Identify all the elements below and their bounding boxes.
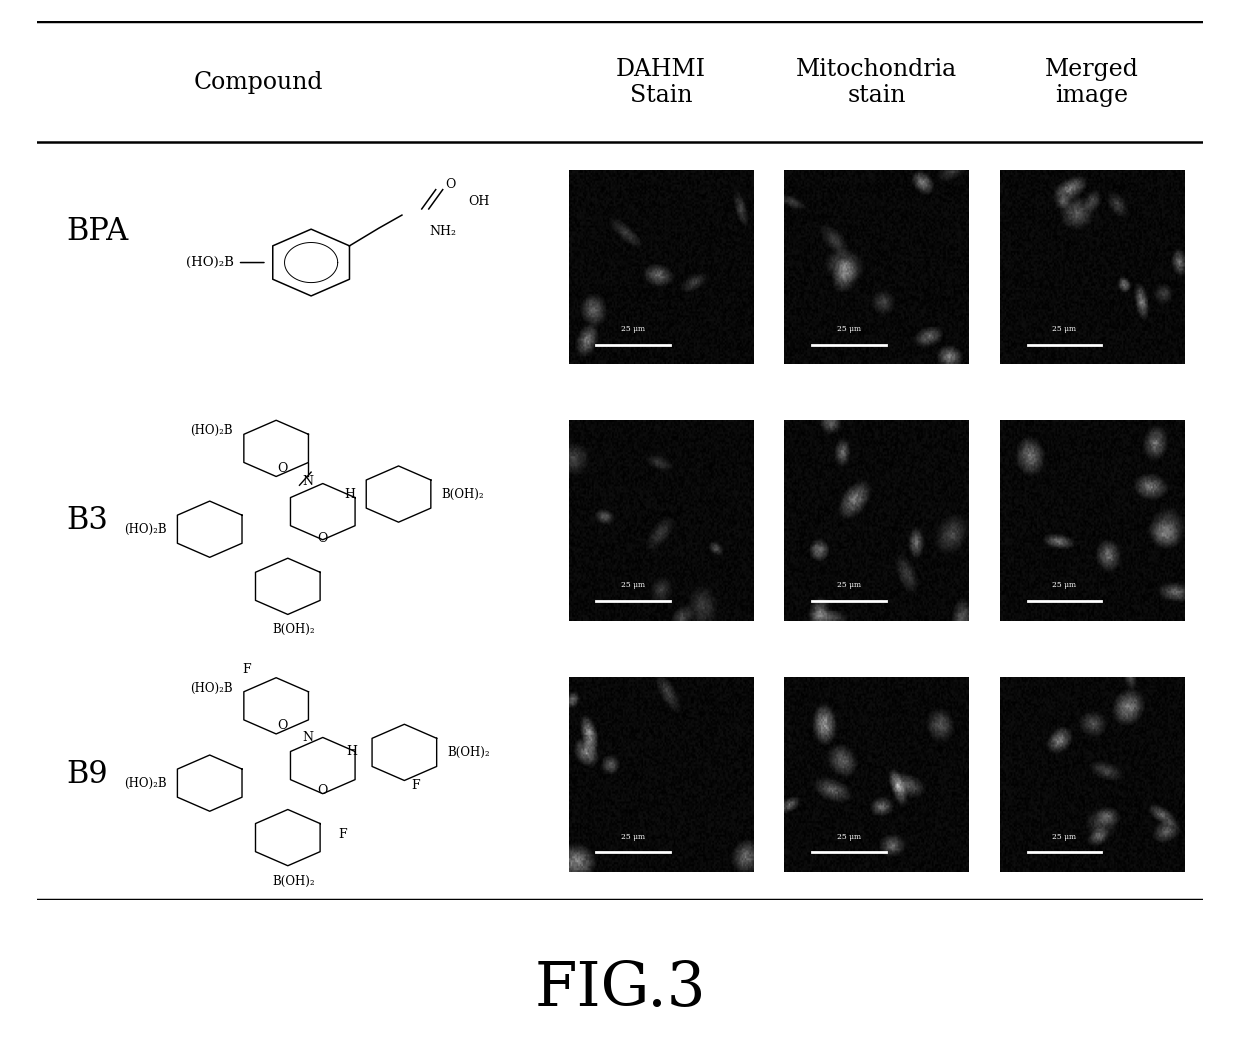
Text: H: H	[346, 745, 357, 758]
Text: F: F	[243, 663, 252, 677]
Text: 25 μm: 25 μm	[1053, 581, 1076, 589]
Text: 25 μm: 25 μm	[621, 833, 645, 841]
Text: B3: B3	[67, 505, 108, 536]
Text: B(OH)₂: B(OH)₂	[273, 874, 315, 887]
Text: B(OH)₂: B(OH)₂	[273, 623, 315, 636]
Text: B(OH)₂: B(OH)₂	[441, 487, 485, 501]
Text: H: H	[343, 488, 355, 501]
Text: Merged
image: Merged image	[1045, 58, 1140, 108]
Text: Mitochondria
stain: Mitochondria stain	[796, 58, 957, 108]
Text: B9: B9	[67, 758, 108, 790]
Text: O: O	[277, 719, 288, 731]
Text: F: F	[412, 779, 420, 792]
Text: OH: OH	[469, 196, 490, 208]
Text: 25 μm: 25 μm	[837, 581, 861, 589]
Text: O: O	[317, 532, 327, 545]
Text: (HO)₂B: (HO)₂B	[191, 682, 233, 695]
Text: Compound: Compound	[193, 71, 324, 94]
Text: 25 μm: 25 μm	[1053, 833, 1076, 841]
Text: (HO)₂B: (HO)₂B	[124, 776, 166, 790]
Text: O: O	[317, 783, 327, 797]
Text: DAHMI
Stain: DAHMI Stain	[616, 58, 706, 108]
Text: B(OH)₂: B(OH)₂	[448, 746, 490, 759]
Text: 25 μm: 25 μm	[837, 833, 861, 841]
Text: 25 μm: 25 μm	[621, 325, 645, 333]
Text: F: F	[339, 827, 347, 841]
Text: NH₂: NH₂	[429, 225, 456, 237]
Text: (HO)₂B: (HO)₂B	[191, 425, 233, 437]
Text: BPA: BPA	[67, 217, 129, 247]
Text: (HO)₂B: (HO)₂B	[186, 256, 234, 269]
Text: 25 μm: 25 μm	[1053, 325, 1076, 333]
Text: 25 μm: 25 μm	[621, 581, 645, 589]
Text: O: O	[277, 462, 288, 475]
Text: N: N	[303, 731, 314, 744]
Text: FIG.3: FIG.3	[534, 959, 706, 1019]
Text: N: N	[303, 475, 314, 488]
Text: O: O	[445, 178, 456, 190]
Text: 25 μm: 25 μm	[837, 325, 861, 333]
Text: (HO)₂B: (HO)₂B	[124, 523, 166, 536]
